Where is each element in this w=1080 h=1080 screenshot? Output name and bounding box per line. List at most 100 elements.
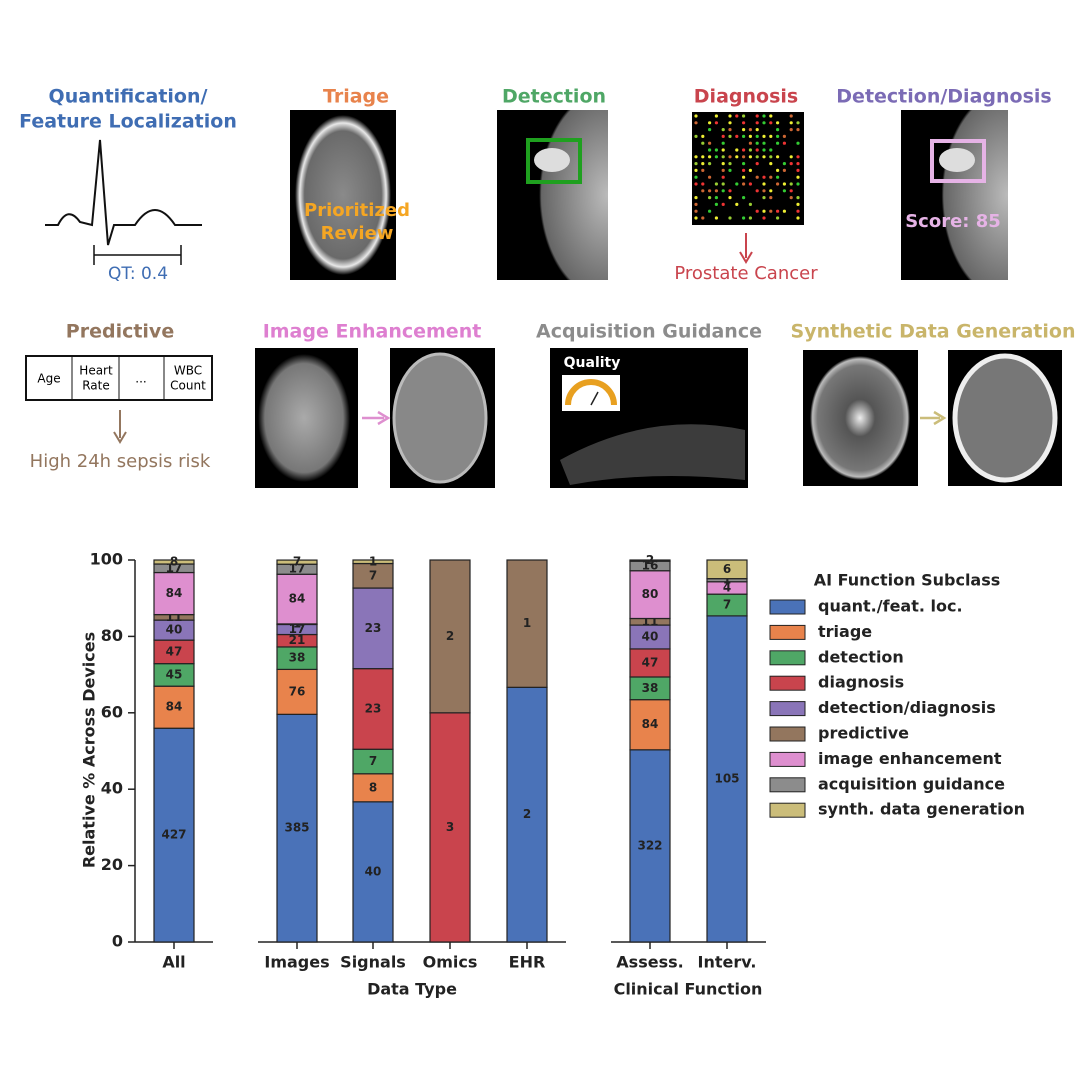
dot [721,168,725,172]
legend-label: image enhancement [818,749,1002,768]
segment-label: 2 [446,629,454,643]
dot [701,168,705,172]
bar-segment [352,559,394,565]
dot [776,209,780,213]
bar-segment [153,571,195,616]
panel-title: Predictive [66,321,174,343]
cell-text: Age [37,372,60,386]
panel-title: Image Enhancement [263,321,482,343]
segment-label: 23 [365,701,382,715]
dot [728,121,732,125]
dot [776,168,780,172]
dot [708,148,712,152]
dot [714,155,719,159]
dot [694,168,698,172]
bar-segment [352,748,394,775]
dot [748,182,753,186]
dot [708,162,712,166]
x-tick-label: Signals [340,953,406,972]
legend-swatch [769,701,806,717]
lesion [534,148,570,172]
bar-segment [629,699,671,751]
bar-segment [706,615,748,943]
dot [769,162,773,166]
dot [748,141,753,145]
segment-label: 8 [170,555,178,569]
legend-swatch [769,802,806,818]
segment-label: 84 [166,586,183,600]
panel-detection-diagnosis: Detection/Diagnosis Score: 85 [836,86,1052,280]
panel-title: Detection/Diagnosis [836,86,1051,108]
dot [721,202,725,206]
dot [762,121,766,125]
segment-label: 38 [289,651,306,665]
arrow [113,431,127,444]
dot [694,162,698,166]
legend-label: triage [818,622,872,641]
dot [762,216,766,220]
x-tick-label: Omics [423,953,478,972]
arrow [933,410,947,426]
dot [755,209,759,213]
dot [728,168,732,172]
legend-label: detection/diagnosis [818,698,996,717]
dot [776,134,780,138]
dot [701,134,705,138]
cell-text: WBC [174,364,202,378]
mri-image [258,354,350,482]
dot [748,128,753,132]
segment-label: 45 [166,667,183,681]
bar-segment [276,573,318,625]
segment-label: 385 [284,821,309,835]
segment-label: 3 [446,820,454,834]
legend-swatch [769,650,806,666]
group-label: Data Type [367,980,457,999]
dot [755,128,759,132]
dot [755,175,759,179]
segment-label: 6 [723,562,731,576]
gauge [590,391,599,406]
arrow [739,251,753,264]
segment-label: 40 [642,629,659,643]
segment-label: 76 [289,684,306,698]
legend-swatch [769,726,806,742]
stacked-bar-chart: Relative % Across Devices Data Type Clin… [80,550,1026,999]
ct-image [952,353,1058,483]
dot [742,148,746,152]
dot [728,189,732,193]
dot [701,216,705,220]
dot [708,209,712,213]
dot [742,168,746,172]
y-tick-label: 80 [101,626,123,645]
panel-title: Synthetic Data Generation [791,321,1076,343]
dot [694,121,698,125]
dot [748,155,753,159]
dot [728,114,732,118]
dot [762,175,766,179]
dot [721,141,725,145]
dot [742,175,746,179]
gauge [565,379,617,406]
legend-label: synth. data generation [818,800,1025,819]
dot [728,196,732,200]
segment-label: 4 [723,580,731,594]
y-tick-label: 20 [101,855,123,874]
segment-label: 84 [166,700,183,714]
ecg-trace [45,139,202,246]
dot [796,182,800,186]
cell-text: Rate [82,379,110,393]
segment-label: 21 [289,633,306,647]
dot [782,209,787,213]
dot [748,216,753,220]
panel-predictive: Predictive Age Heart Rate ... WBC Count … [25,321,213,472]
dot [708,189,712,193]
dot [735,148,739,152]
dot [769,134,773,138]
dot [762,209,766,213]
dot [735,155,739,159]
dot [776,182,780,186]
legend-swatch [769,751,806,767]
dot [714,114,719,118]
panel-title: Diagnosis [694,86,798,108]
